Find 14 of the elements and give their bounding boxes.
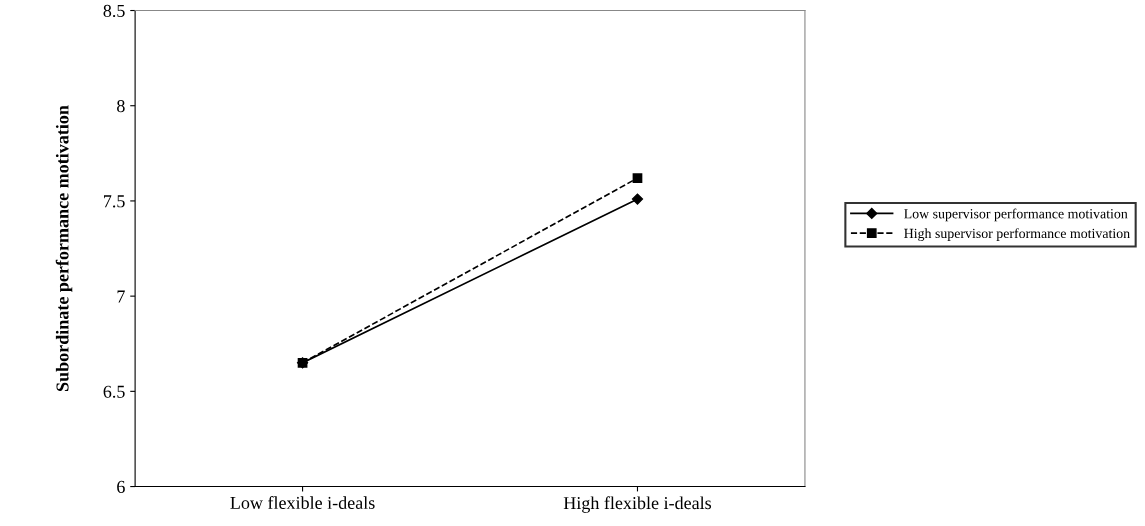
point — [632, 173, 643, 183]
x-tick-label: High flexible i-deals — [563, 496, 712, 513]
legend-label: Low supervisor performance motivation — [904, 208, 1128, 222]
y-tick-label: 6 — [117, 480, 125, 493]
y-tick-label: 8.5 — [103, 4, 125, 18]
y-tick-label: 6.5 — [103, 385, 125, 398]
point — [297, 357, 308, 368]
point — [631, 193, 644, 205]
x-tick-label: Low flexible i-deals — [230, 496, 375, 509]
y-tick-label: 8 — [117, 99, 125, 113]
y-tick-label: 7 — [117, 290, 125, 303]
y-axis-title: Subordinate performance motivation — [55, 105, 73, 391]
legend-label: High supervisor performance motivation — [904, 228, 1130, 241]
y-tick-label: 7.5 — [104, 195, 125, 208]
